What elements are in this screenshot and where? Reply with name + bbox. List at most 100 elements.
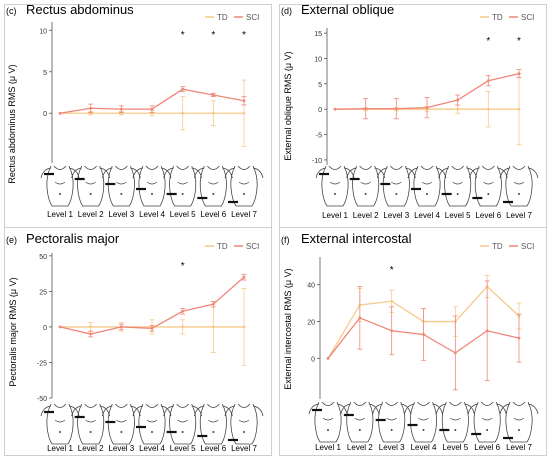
navel	[426, 193, 428, 195]
neck-line	[237, 403, 251, 408]
data-point	[456, 98, 460, 102]
left-arm	[308, 403, 320, 415]
torso-figure-icon	[193, 403, 233, 445]
left-arm	[101, 167, 113, 179]
chest-line	[452, 181, 463, 185]
data-point	[242, 99, 246, 103]
left-arm	[132, 167, 144, 179]
navel	[243, 193, 245, 195]
significance-star: *	[390, 265, 394, 276]
neck-line	[115, 165, 128, 170]
neck-line	[207, 403, 220, 408]
x-tick-label: Level 4	[411, 443, 437, 452]
torso-outline	[230, 403, 258, 445]
torso-outline	[444, 165, 472, 207]
left-arm	[468, 167, 480, 179]
legend-td-label: TD	[217, 242, 228, 251]
y-axis-label: Pectoralis major RMS (μ V)	[8, 277, 18, 386]
data-point	[119, 107, 123, 111]
legend-td-label: TD	[492, 242, 503, 251]
navel	[487, 193, 490, 195]
right-arm	[336, 403, 348, 415]
navel	[59, 431, 61, 433]
torso-outline	[409, 401, 438, 443]
neck-line	[237, 165, 251, 170]
torso-figure-icon	[435, 401, 475, 443]
navel	[364, 193, 367, 195]
chest-line	[513, 181, 525, 185]
navel	[518, 429, 520, 431]
left-arm	[340, 403, 351, 415]
legend-sci-label: SCI	[521, 242, 534, 251]
chest-line	[418, 417, 429, 421]
chest-line	[391, 181, 402, 185]
right-arm	[527, 167, 539, 179]
torso-outline	[474, 165, 502, 207]
x-tick-label: Level 6	[200, 444, 226, 453]
chart-panel-c: (c) Rectus abdominus Rectus abdominus RM…	[6, 2, 264, 219]
navel	[486, 429, 489, 431]
navel	[212, 193, 215, 195]
torso-figure-icon	[346, 165, 386, 207]
neck-line	[53, 403, 67, 408]
navel	[327, 429, 329, 431]
y-tick-label: -5	[316, 133, 322, 140]
y-tick-label: 25	[39, 289, 47, 296]
neck-line	[417, 401, 430, 406]
navel	[334, 193, 336, 195]
chest-line	[322, 417, 334, 421]
left-arm	[193, 405, 205, 417]
data-point	[485, 329, 489, 333]
navel	[212, 431, 215, 433]
right-arm	[252, 405, 264, 417]
neck-line	[359, 165, 372, 170]
left-arm	[163, 405, 174, 417]
chest-line	[116, 181, 127, 185]
torso-figure-icon	[499, 401, 539, 443]
left-arm	[101, 405, 113, 417]
x-tick-label: Level 2	[353, 211, 379, 220]
data-point	[181, 87, 185, 91]
neck-line	[385, 401, 398, 406]
torso-outline	[199, 403, 227, 445]
torso-outline	[441, 401, 469, 443]
torso-figure-icon	[376, 165, 416, 207]
series-sci	[333, 69, 522, 120]
navel	[422, 429, 425, 431]
left-arm	[224, 167, 236, 179]
neck-line	[449, 401, 462, 406]
data-point	[425, 106, 429, 110]
y-tick-label: 15	[314, 31, 322, 38]
x-tick-label: Level 1	[315, 443, 341, 452]
chest-line	[54, 181, 66, 185]
chest-line	[354, 417, 366, 421]
torso-figure-icon	[40, 403, 80, 445]
torso-outline	[505, 165, 533, 207]
right-arm	[527, 403, 539, 415]
y-tick-label: 5	[318, 82, 322, 89]
torso-outline	[321, 165, 349, 207]
neck-line	[176, 165, 189, 170]
torso-figure-icon	[132, 403, 172, 445]
left-arm	[315, 167, 327, 179]
chest-line	[208, 419, 219, 423]
series-sci	[58, 86, 247, 115]
chest-line	[360, 181, 371, 185]
y-tick-label: -10	[312, 158, 322, 165]
panel-title: External intercostal	[301, 231, 412, 246]
neck-line	[145, 403, 159, 408]
left-arm	[71, 405, 82, 417]
chest-line	[85, 181, 96, 185]
y-tick-label: 0	[43, 325, 47, 332]
right-arm	[252, 167, 264, 179]
x-tick-label: Level 7	[231, 444, 257, 453]
y-tick-label: 20	[307, 320, 315, 327]
torso-figure-icon	[468, 165, 508, 207]
torso-figure-icon	[224, 165, 264, 207]
x-tick-label: Level 3	[108, 444, 134, 453]
x-tick-label: Level 3	[108, 210, 134, 219]
chart-panel-d: (d) External oblique External oblique RM…	[281, 2, 539, 220]
data-point	[181, 325, 185, 329]
torso-outline	[107, 165, 135, 207]
chart-panel-e: (e) Pectoralis major Pectoralis major RM…	[6, 231, 264, 453]
